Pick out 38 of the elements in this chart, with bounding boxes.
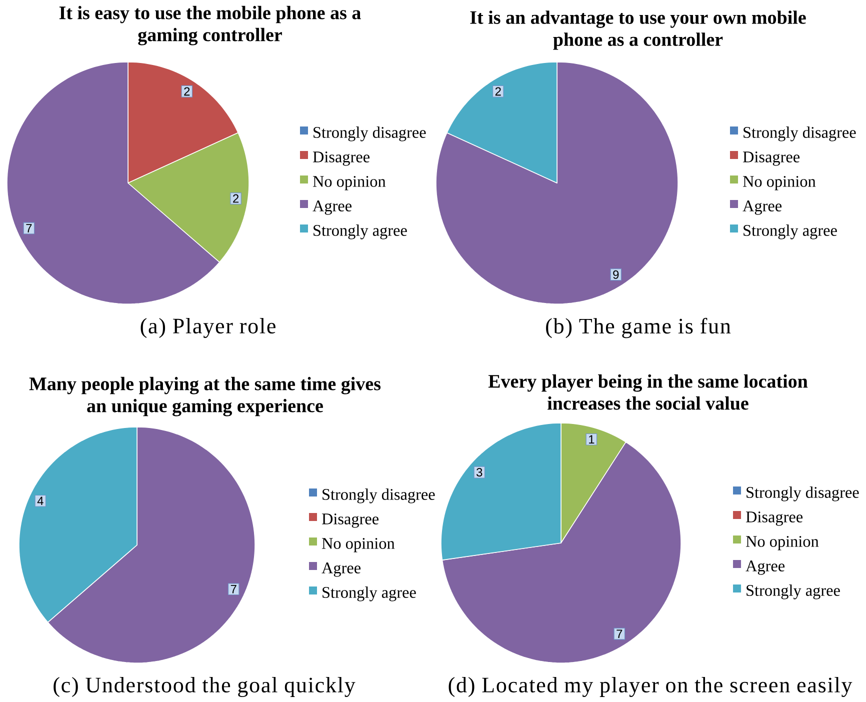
legend-label: Disagree bbox=[746, 512, 803, 526]
text: (a) Player role bbox=[140, 318, 276, 338]
text: (d) Located my player on the screen easily bbox=[448, 677, 852, 698]
legend-label: No opinion bbox=[312, 176, 386, 190]
legend-label: Agree bbox=[746, 560, 785, 575]
data-label: 7 bbox=[230, 585, 236, 594]
legend-label: Strongly agree bbox=[314, 224, 407, 240]
data-label: 3 bbox=[476, 468, 482, 477]
data-label: 7 bbox=[616, 630, 622, 638]
data-label: 7 bbox=[26, 224, 32, 232]
legend-label: No opinion bbox=[742, 176, 816, 190]
data-label: 9 bbox=[613, 270, 619, 279]
legend-label: Strongly disagree bbox=[746, 486, 859, 502]
chart-title: It is an advantage to use your own mobile phone as a controller bbox=[470, 10, 806, 50]
legend-label: Strongly disagree bbox=[744, 126, 856, 142]
legend-label: Disagree bbox=[312, 152, 370, 166]
legend-label: Agree bbox=[322, 562, 361, 577]
legend-label: Disagree bbox=[322, 514, 379, 528]
legend-label: Strongly disagree bbox=[314, 126, 426, 142]
chart-title: Many people playing at the same time gives an unique gaming experience bbox=[29, 376, 381, 416]
text: (b) The game is fun bbox=[546, 318, 731, 338]
text: (c) Understood the goal quickly bbox=[54, 677, 356, 698]
legend-label: Strongly agree bbox=[322, 586, 416, 602]
chart-title: Every player being in the same location increases the social value bbox=[488, 374, 808, 410]
legend-label: Agree bbox=[742, 200, 782, 215]
legend-label: No opinion bbox=[322, 538, 395, 552]
legend-label: No opinion bbox=[746, 536, 819, 550]
data-label: 2 bbox=[233, 194, 239, 203]
legend-label: Agree bbox=[312, 200, 352, 215]
data-label: 2 bbox=[495, 87, 501, 96]
data-label: 2 bbox=[184, 87, 190, 96]
legend-label: Strongly agree bbox=[746, 584, 840, 600]
legend-label: Strongly agree bbox=[744, 224, 837, 240]
data-label: 1 bbox=[589, 435, 594, 444]
chart-title: It is easy to use the mobile phone as a gaming controller bbox=[59, 6, 361, 46]
legend-label: Disagree bbox=[742, 152, 800, 166]
legend-label: Strongly disagree bbox=[322, 488, 435, 504]
data-label: 4 bbox=[37, 496, 44, 506]
